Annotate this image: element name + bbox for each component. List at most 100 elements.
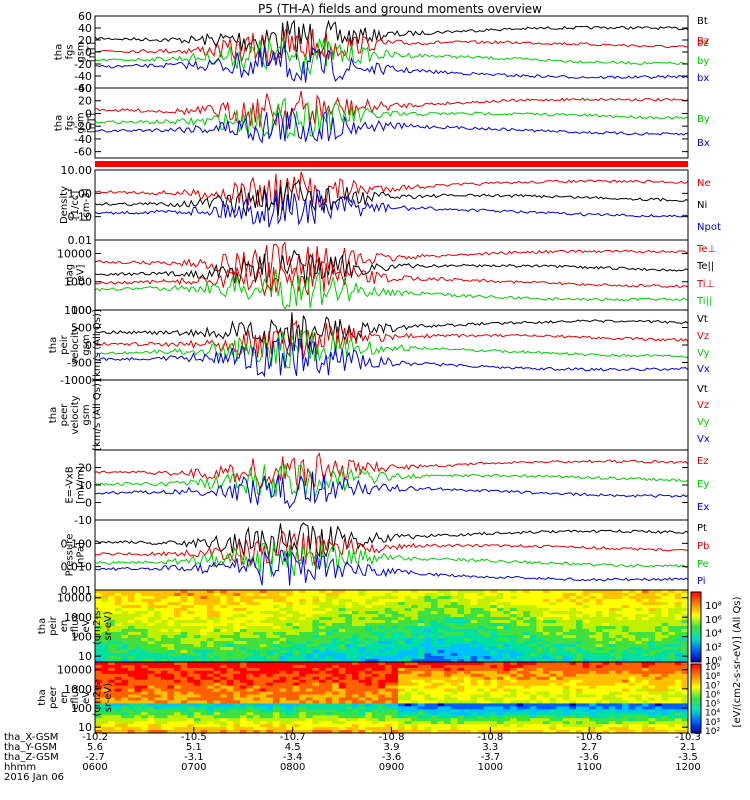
spectrogram-cell — [141, 673, 149, 678]
spectrogram-cell — [681, 644, 688, 648]
spectrogram-cell — [575, 679, 584, 684]
spectrogram-cell — [569, 673, 577, 678]
spectrogram-cell — [299, 596, 307, 600]
spectrogram-cell — [510, 673, 518, 678]
spectrogram-cell — [628, 614, 636, 618]
spectrogram-cell — [569, 638, 577, 642]
spectrogram-cell — [246, 664, 254, 669]
spectrogram-cell — [503, 602, 511, 606]
spectrogram-cell — [549, 688, 557, 693]
spectrogram-cell — [536, 650, 544, 654]
spectrogram-cell — [108, 641, 116, 645]
spectrogram-cell — [95, 605, 103, 609]
spectrogram-cell — [582, 614, 590, 618]
spectrogram-cell — [147, 685, 155, 690]
spectrogram-cell — [582, 629, 590, 633]
spectrogram-cell — [457, 617, 465, 621]
spectrogram-cell — [286, 712, 294, 716]
spectrogram-cell — [575, 703, 584, 707]
spectrogram-cell — [668, 590, 676, 594]
spectrogram-cell — [239, 664, 248, 669]
spectrogram-cell — [661, 721, 669, 725]
spectrogram-cell — [299, 647, 307, 651]
spectrogram-cell — [114, 709, 122, 713]
spectrogram-cell — [582, 656, 590, 660]
spectrogram-cell — [134, 593, 142, 597]
spectrogram-cell — [127, 730, 136, 733]
spectrogram-cell — [193, 590, 202, 594]
spectrogram-cell — [279, 715, 287, 719]
spectrogram-cell — [543, 647, 551, 651]
spectrogram-cell — [108, 721, 116, 725]
spectrogram-cell — [562, 662, 570, 666]
y-tick-label: -40 — [74, 70, 92, 83]
spectrogram-cell — [378, 715, 386, 719]
spectrogram-cell — [345, 638, 353, 642]
spectrogram-cell — [160, 697, 169, 702]
spectrogram-cell — [510, 676, 518, 681]
spectrogram-cell — [424, 620, 432, 624]
spectrogram-cell — [424, 724, 432, 728]
spectrogram-cell — [108, 659, 116, 662]
spectrogram-cell — [622, 670, 630, 675]
spectrogram-cell — [655, 608, 663, 612]
spectrogram-cell — [351, 647, 360, 651]
spectrogram-cell — [529, 664, 538, 669]
spectrogram-cell — [101, 593, 109, 597]
spectrogram-cell — [358, 697, 366, 702]
spectrogram-cell — [108, 709, 116, 713]
spectrogram-cell — [431, 703, 439, 707]
spectrogram-cell — [674, 644, 683, 648]
spectrogram-cell — [556, 596, 564, 600]
spectrogram-cell — [384, 617, 393, 621]
spectrogram-cell — [628, 662, 636, 666]
spectrogram-cell — [536, 614, 544, 618]
spectrogram-cell — [121, 635, 129, 639]
spectrogram-cell — [160, 608, 169, 612]
spectrogram-cell — [200, 730, 208, 733]
spectrogram-cell — [674, 605, 683, 609]
spectrogram-cell — [417, 650, 426, 654]
spectrogram-cell — [391, 611, 399, 615]
spectrogram-cell — [641, 659, 650, 662]
spectrogram-cell — [226, 656, 234, 660]
spectrogram-cell — [266, 724, 274, 728]
spectrogram-cell — [398, 700, 406, 705]
spectrogram-cell — [536, 667, 544, 672]
spectrogram-cell — [549, 685, 557, 690]
spectrogram-cell — [220, 608, 228, 612]
spectrogram-cell — [417, 638, 426, 642]
spectrogram-cell — [457, 641, 465, 645]
spectrogram-cell — [312, 724, 320, 728]
spectrogram-cell — [681, 611, 688, 615]
spectrogram-cell — [292, 703, 300, 707]
spectrogram-cell — [424, 730, 432, 733]
spectrogram-cell — [556, 664, 564, 669]
spectrogram-cell — [154, 635, 162, 639]
spectrogram-cell — [674, 682, 683, 687]
spectrogram-cell — [490, 721, 498, 725]
spectrogram-cell — [549, 650, 557, 654]
spectrogram-cell — [595, 709, 603, 713]
spectrogram-cell — [562, 724, 570, 728]
spectrogram-cell — [608, 593, 617, 597]
legend-entry: Ex — [697, 502, 709, 513]
spectrogram-cell — [582, 626, 590, 630]
spectrogram-cell — [259, 727, 267, 731]
spectrogram-cell — [457, 620, 465, 624]
spectrogram-cell — [437, 662, 445, 666]
spectrogram-cell — [569, 715, 577, 719]
spectrogram-cell — [444, 673, 452, 678]
spectrogram-cell — [154, 593, 162, 597]
spectrogram-cell — [134, 638, 142, 642]
spectrogram-cell — [569, 682, 577, 687]
spectrogram-cell — [213, 703, 221, 707]
spectrogram-cell — [193, 620, 202, 624]
spectrogram-cell — [622, 697, 630, 702]
spectrogram-cell — [358, 644, 366, 648]
spectrogram-cell — [648, 724, 656, 728]
spectrogram-cell — [411, 605, 419, 609]
spectrogram-cell — [200, 632, 208, 636]
spectrogram-cell — [127, 697, 136, 702]
spectrogram-cell — [529, 700, 538, 705]
